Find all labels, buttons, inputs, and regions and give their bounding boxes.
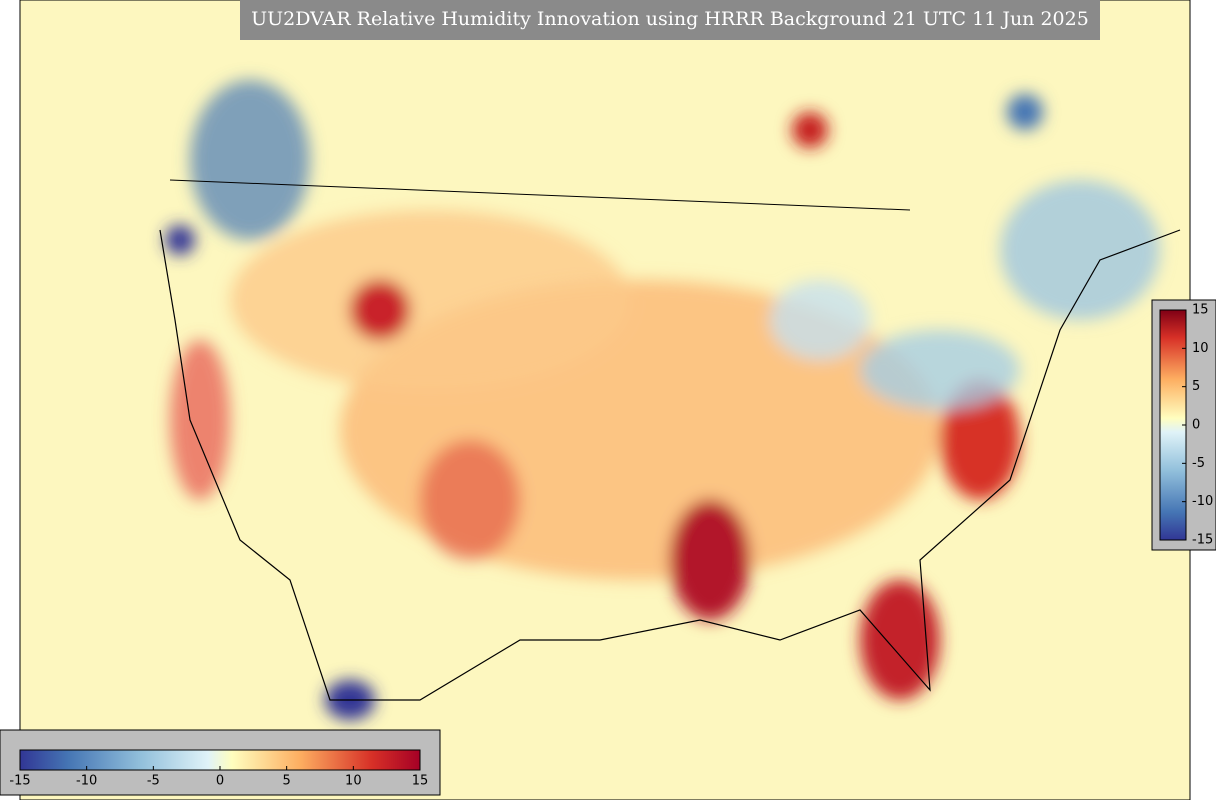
colorbar-tick-label: -15 <box>1192 533 1213 548</box>
colorbar-tick-label: -5 <box>147 774 160 789</box>
colorbar-tick-label: 5 <box>1192 379 1200 394</box>
coastline <box>159 229 1181 701</box>
colorbar-tick-label: 5 <box>283 774 291 789</box>
colorbar-tick-label: -10 <box>1192 494 1213 509</box>
colorbar-tick-label: 10 <box>1192 341 1209 356</box>
border-line <box>169 179 911 211</box>
map-title: UU2DVAR Relative Humidity Innovation usi… <box>251 8 1089 30</box>
colorbar-tick-label: 0 <box>216 774 224 789</box>
colorbar-tick-label: -10 <box>76 774 97 789</box>
humidity-field <box>165 80 1160 720</box>
colorbar-tick-label: 15 <box>412 774 429 789</box>
colorbar <box>1159 309 1187 541</box>
colorbar-tick-label: -15 <box>9 774 30 789</box>
colorbar-tick-label: 0 <box>1192 418 1200 433</box>
colorbar-tick-label: -5 <box>1192 456 1205 471</box>
colorbar-tick-label: 15 <box>1192 303 1209 318</box>
colorbar-tick-label: 10 <box>345 774 362 789</box>
title-box <box>240 0 1100 40</box>
